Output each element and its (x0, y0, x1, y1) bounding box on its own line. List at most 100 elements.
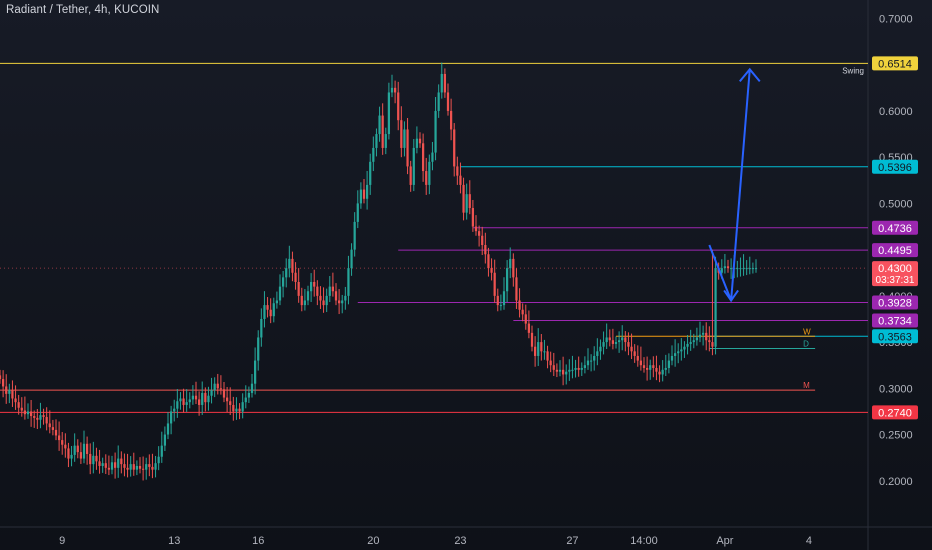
candle-body (621, 337, 624, 341)
candle-body (695, 337, 699, 341)
candle-body (490, 268, 493, 273)
y-tick-label: 0.2500 (879, 430, 913, 442)
candle-body (565, 371, 568, 375)
level-price-tag: 0.4495 (878, 245, 912, 257)
candle-body (431, 152, 434, 162)
candle-body (384, 134, 387, 148)
x-tick-label: 27 (566, 535, 578, 547)
level-price-tag: 0.3734 (878, 315, 912, 327)
candle-body (527, 323, 531, 333)
candle-body (359, 189, 363, 204)
candle-body (1, 379, 5, 387)
candle-body (428, 161, 431, 185)
candle-body (331, 286, 335, 292)
candle-body (729, 268, 733, 270)
candle-body (518, 300, 521, 310)
candle-body (328, 286, 331, 296)
candle-body (253, 360, 257, 384)
candle-body (484, 245, 487, 255)
candle-body (135, 465, 139, 470)
x-tick-label: 9 (59, 535, 65, 547)
candle-body (477, 231, 481, 236)
candle-body (689, 342, 692, 344)
candle-body (334, 291, 338, 301)
candle-body (11, 390, 14, 399)
candle-body (555, 369, 559, 372)
x-tick-label: 23 (454, 535, 466, 547)
candle-body (680, 349, 683, 352)
candle-body (393, 87, 397, 93)
candle-body (132, 464, 135, 470)
candle-body (260, 318, 263, 338)
candle-body (465, 194, 468, 213)
candle-body (229, 401, 232, 405)
candle-body (649, 365, 652, 370)
candle-body (29, 411, 33, 417)
candle-body (278, 286, 282, 301)
candle-body (630, 346, 633, 352)
candle-body (179, 398, 182, 402)
candle-body (381, 115, 384, 148)
candle-body (748, 268, 751, 270)
candle-body (104, 463, 107, 468)
candle-body (596, 351, 599, 356)
candle-body (207, 395, 210, 403)
current-price-tag: 0.4300 (878, 263, 912, 275)
candle-body (577, 367, 580, 370)
candle-body (558, 369, 562, 372)
candle-body (546, 351, 549, 361)
candle-body (403, 129, 406, 148)
candle-body (0, 375, 2, 380)
candle-body (645, 367, 649, 370)
candle-body (673, 353, 677, 356)
candle-body (711, 342, 714, 347)
candle-body (117, 458, 120, 468)
candle-body (652, 365, 655, 368)
candle-body (624, 337, 627, 343)
level-price-tag: 0.4736 (878, 223, 912, 235)
candle-body (593, 355, 596, 361)
candle-body (269, 309, 272, 317)
symbol-title: Radiant / Tether, 4h, KUCOIN (6, 4, 160, 16)
candle-body (440, 73, 443, 93)
candle-body (400, 120, 403, 148)
candle-body (79, 452, 83, 459)
y-tick-label: 0.2000 (879, 476, 913, 488)
candle-body (658, 371, 661, 375)
candle-body (154, 463, 157, 470)
level-price-tag-bg (872, 313, 918, 328)
candle-body (113, 462, 117, 468)
candle-body (216, 383, 219, 389)
candle-body (655, 367, 658, 372)
candle-body (272, 303, 275, 317)
candle-body (250, 383, 254, 393)
candle-body (14, 398, 17, 403)
candle-body (583, 365, 587, 368)
candle-body (285, 268, 288, 278)
candle-body (661, 369, 664, 375)
candle-body (412, 147, 415, 185)
candle-body (705, 332, 708, 341)
candle-body (437, 92, 440, 111)
candle-body (42, 415, 45, 417)
candle-body (552, 365, 555, 370)
candle-body (723, 266, 727, 269)
candle-body (48, 423, 51, 428)
candle-body (353, 221, 356, 250)
projection-arrow-head-up (739, 67, 761, 82)
candle-body (169, 411, 173, 424)
candle-body (126, 467, 129, 470)
candle-body (636, 355, 639, 361)
candle-body (446, 92, 450, 111)
candle-body (313, 281, 316, 287)
candle-body (561, 369, 565, 375)
candle-body (341, 300, 344, 304)
candle-body (543, 351, 546, 353)
candle-body (263, 305, 266, 319)
candle-body (375, 134, 378, 148)
candle-body (191, 395, 195, 400)
candle-body (350, 249, 353, 269)
level-price-tag-bg (872, 220, 918, 235)
